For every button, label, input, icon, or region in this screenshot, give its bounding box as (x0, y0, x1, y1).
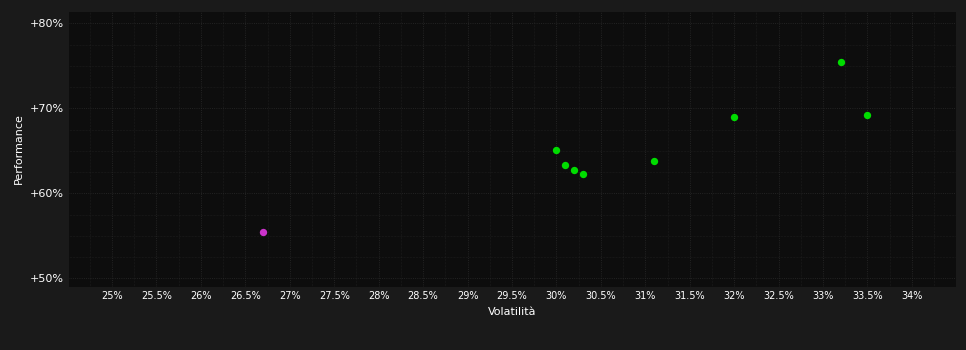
Point (549, 147, 564, 153)
Y-axis label: Performance: Performance (14, 113, 24, 184)
X-axis label: Volatilità: Volatilità (488, 307, 536, 317)
Point (726, 114, 742, 120)
Point (557, 162, 573, 168)
Point (576, 171, 591, 177)
Point (833, 60, 848, 65)
Point (255, 229, 270, 234)
Point (860, 112, 875, 118)
Point (646, 158, 662, 164)
Point (566, 168, 582, 173)
